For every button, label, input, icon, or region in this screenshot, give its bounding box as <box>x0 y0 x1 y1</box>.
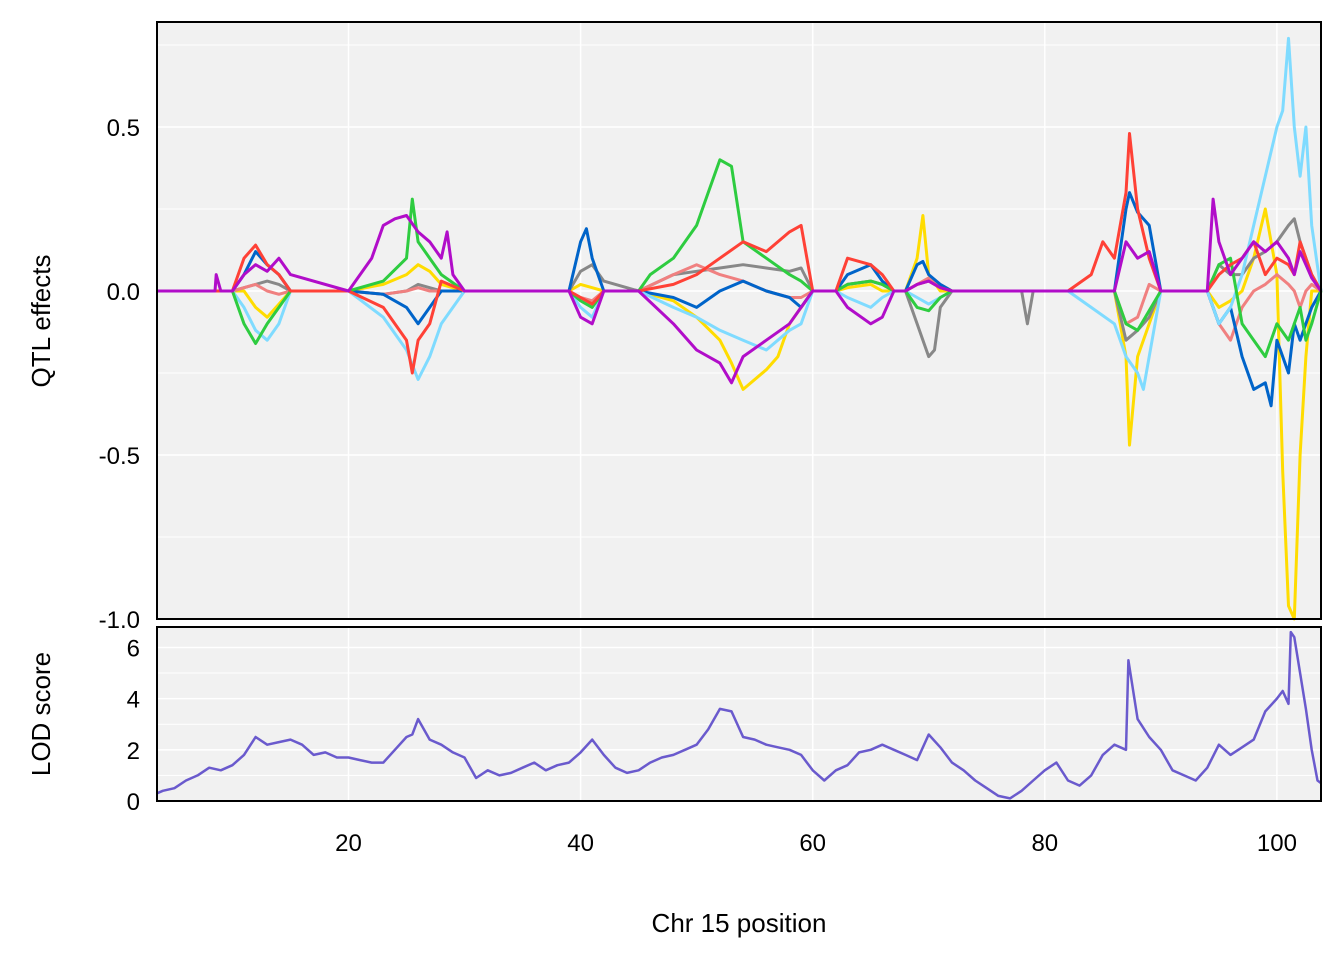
lod-frame <box>156 626 1322 802</box>
lod-y-ticks: 0 2 4 6 <box>127 635 140 816</box>
effects-y-ticks: -1.0 -0.5 0.0 0.5 <box>99 115 140 634</box>
effects-y-label: QTL effects <box>26 255 56 388</box>
x-tick-label: 80 <box>1031 830 1058 857</box>
lod-y-label: LOD score <box>26 652 56 776</box>
x-tick-label: 60 <box>799 830 826 857</box>
x-tick-label: 20 <box>335 830 362 857</box>
lod-y-tick-label: 0 <box>127 789 140 816</box>
lod-series-line <box>156 630 1322 800</box>
effects-series <box>157 36 1323 621</box>
x-tick-label: 40 <box>567 830 594 857</box>
effect-series-line-5 <box>157 158 1323 359</box>
lod-y-tick-label: 4 <box>127 687 140 714</box>
effects-y-tick-label: 0.5 <box>107 115 140 142</box>
effects-y-tick-label: -1.0 <box>99 607 140 634</box>
effects-y-tick-label: 0.0 <box>107 279 140 306</box>
effects-plot-area <box>157 22 1321 619</box>
lod-plot-area <box>157 627 1321 801</box>
effects-frame <box>156 21 1322 620</box>
x-axis-label: Chr 15 position <box>652 908 827 938</box>
lod-y-tick-label: 6 <box>127 635 140 662</box>
effects-panel: -1.0 -0.5 0.0 0.5 QTL effects <box>26 21 1323 634</box>
x-ticks: 20 40 60 80 100 <box>335 830 1297 857</box>
effects-y-tick-label: -0.5 <box>99 443 140 470</box>
lod-series <box>156 630 1322 800</box>
effect-series-line-4 <box>157 36 1323 391</box>
lod-y-tick-label: 2 <box>127 738 140 765</box>
x-tick-label: 100 <box>1257 830 1297 857</box>
lod-panel: 0 2 4 6 20 40 60 80 100 LOD score Chr 15 positi… <box>26 626 1322 938</box>
effect-series-line-7 <box>157 197 1323 385</box>
